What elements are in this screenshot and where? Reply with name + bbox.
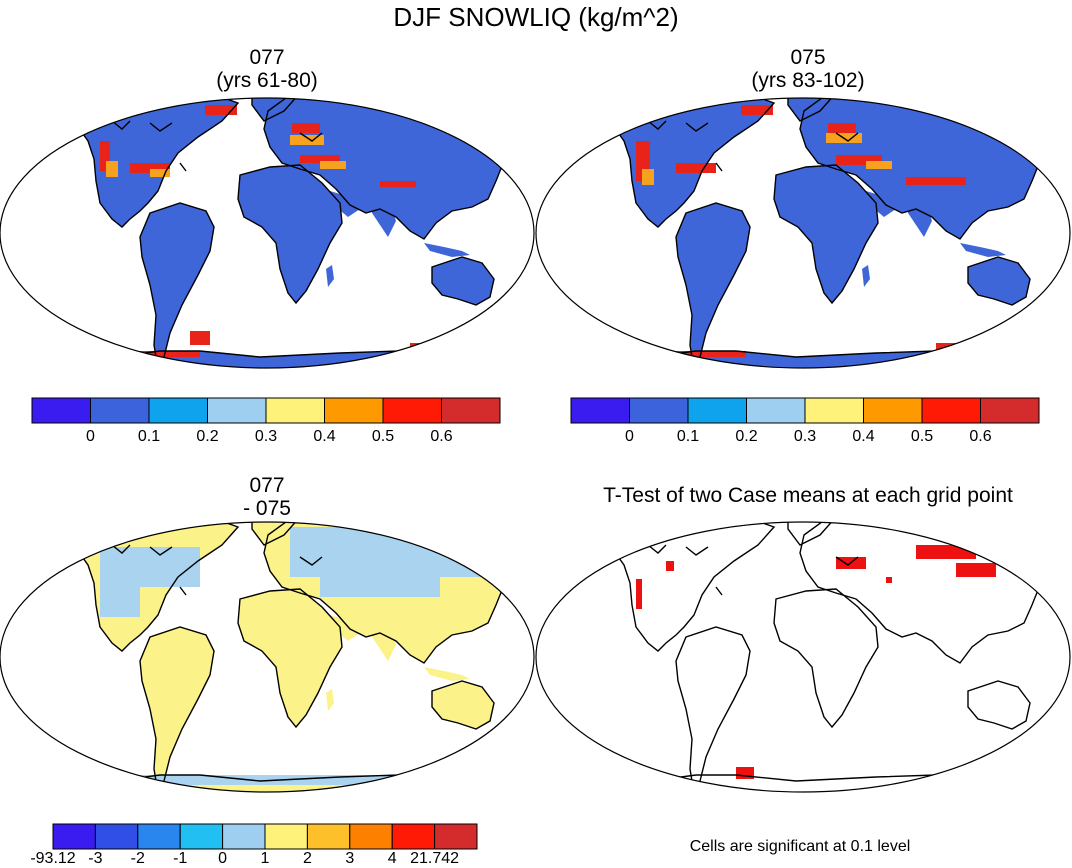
colorbar-swatch (441, 397, 501, 424)
colorbar-swatch (921, 397, 981, 424)
panel-title-case1: 077 (yrs 61-80) (167, 46, 367, 92)
colorbar-swatch (137, 823, 181, 850)
panel-case2-name: 075 (790, 46, 826, 69)
panel-diff-name: 077 (249, 474, 285, 497)
colorbar-swatch (391, 823, 436, 850)
colorbar-tick-label: 0 (218, 850, 228, 867)
colorbar-tick-label: 0.5 (910, 428, 934, 445)
colorbar-tick-label: 0.2 (735, 428, 758, 445)
colorbar-swatch (207, 397, 267, 424)
colorbar-tick-label: 0.3 (254, 428, 278, 445)
colorbar-tick-label: 0 (625, 428, 634, 445)
colorbar-tick-label: -2 (130, 850, 145, 867)
colorbar-swatch (629, 397, 689, 424)
map-border (0, 521, 535, 793)
significance-footnote: Cells are significant at 0.1 level (689, 838, 911, 855)
colorbar-tick-label: 0.1 (137, 428, 161, 445)
colorbar-swatch (90, 397, 150, 424)
colorbar-tick-label: -93.12 (30, 850, 76, 867)
colorbar-diff (52, 823, 478, 850)
colorbar-tick-label: 0.6 (430, 428, 453, 445)
colorbar-swatch (179, 823, 224, 850)
colorbar-tick-label: 0.2 (196, 428, 219, 445)
panel-case1-name: 077 (249, 46, 285, 69)
colorbar-swatch (306, 823, 351, 850)
panel-title-ttest: T-Test of two Case means at each grid po… (603, 484, 1013, 507)
land-fill (598, 98, 1064, 368)
colorbar-swatch (382, 397, 442, 424)
colorbar-tick-label: 1 (260, 850, 270, 867)
colorbar-tick-label: 4 (387, 850, 397, 867)
colorbar-tick-label: 0.6 (969, 428, 992, 445)
colorbar-swatch (570, 397, 630, 424)
panel-case2-years: (yrs 83-102) (751, 69, 865, 92)
map-border (0, 97, 535, 369)
panel-diff-sub: - 075 (243, 497, 291, 520)
colorbar-tick-label: 0.1 (676, 428, 700, 445)
map-panel-ttest (535, 521, 1071, 793)
colorbar-swatch (264, 823, 308, 850)
colorbar-swatch (222, 823, 266, 850)
map-panel-case1 (0, 97, 535, 369)
colorbar-swatch (148, 397, 208, 424)
colorbar-tick-label: -1 (173, 850, 188, 867)
colorbar-tick-label: 2 (302, 850, 312, 867)
panel-case1-years: (yrs 61-80) (216, 69, 318, 92)
colorbar-tick-label: 3 (345, 850, 355, 867)
significant-cells (636, 545, 996, 785)
colorbar-tick-label: 0.5 (371, 428, 395, 445)
figure-title: DJF SNOWLIQ (kg/m^2) (393, 2, 679, 32)
colorbar-swatch (863, 397, 923, 424)
colorbar-swatch (746, 397, 806, 424)
colorbar-swatch (52, 823, 96, 850)
map-panel-diff (0, 521, 535, 793)
snow-mid-cells (106, 135, 346, 177)
panel-title-case2: 075 (yrs 83-102) (708, 46, 908, 92)
land-fill (62, 98, 528, 368)
panel-title-diff: 077 - 075 (167, 474, 367, 520)
map-panel-case2 (535, 97, 1071, 369)
colorbar-tick-label: 0.4 (852, 428, 875, 445)
colorbar-swatch (434, 823, 478, 850)
map-border (535, 521, 1071, 793)
colorbar-swatch (324, 397, 384, 424)
colorbar-tick-label: 0.3 (793, 428, 817, 445)
colorbar-swatch (687, 397, 747, 424)
map-border (535, 97, 1071, 369)
colorbar-tick-label: -3 (88, 850, 103, 867)
colorbar-tick-label: 0.4 (313, 428, 336, 445)
colorbar-tick-label: 0 (86, 428, 95, 445)
colorbar-swatch (265, 397, 325, 424)
colorbar-swatch (804, 397, 864, 424)
colorbar-case2 (570, 397, 1040, 424)
colorbar-swatch (94, 823, 139, 850)
colorbar-swatch (980, 397, 1040, 424)
colorbar-case1 (31, 397, 501, 424)
colorbar-swatch (349, 823, 393, 850)
colorbar-tick-label: 21.742 (410, 850, 460, 867)
colorbar-swatch (31, 397, 91, 424)
